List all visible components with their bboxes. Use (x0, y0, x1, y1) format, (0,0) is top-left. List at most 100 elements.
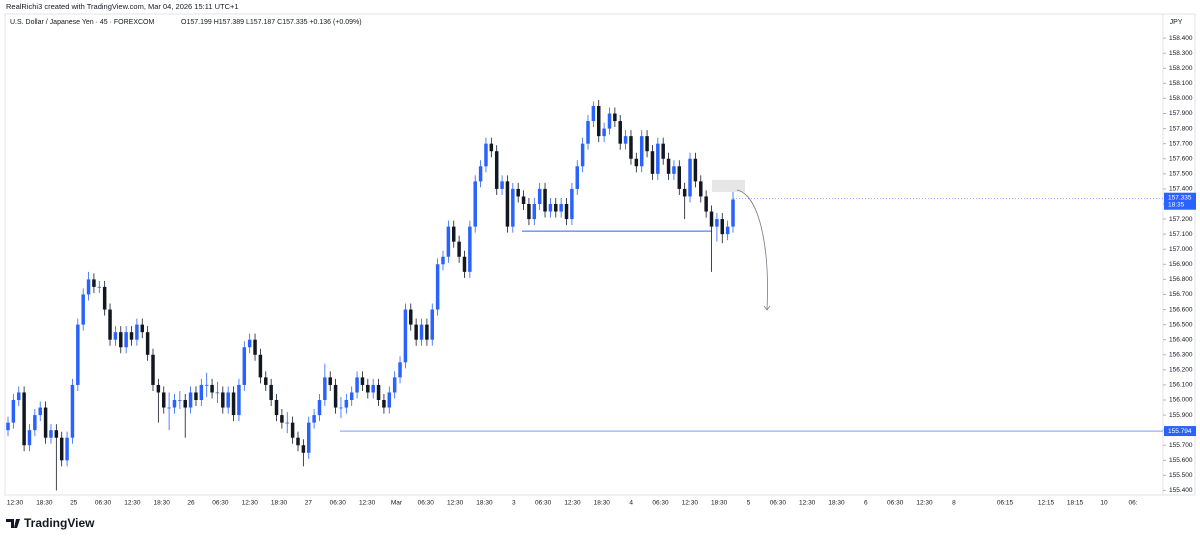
candle-body (409, 309, 413, 325)
candle-body (339, 407, 343, 409)
candle-body (682, 188, 687, 197)
candle-body (451, 226, 456, 242)
candle-body (709, 211, 714, 227)
candle-body (215, 392, 220, 394)
candle-body (65, 437, 69, 461)
y-tick-label: 158.300 (1169, 50, 1193, 57)
candle-body (494, 151, 499, 189)
brand-name: TradingView (24, 516, 95, 530)
candle-body (333, 384, 338, 408)
x-tick-label: 18:30 (711, 500, 728, 507)
y-tick-label: 158.400 (1169, 35, 1193, 42)
candle-body (76, 324, 80, 385)
candle-body (280, 415, 284, 423)
candle-body (92, 279, 96, 287)
marked-level-tag (1164, 426, 1196, 437)
x-tick-label: 06:15 (997, 500, 1014, 507)
candle-body (623, 136, 628, 144)
x-tick-label: 06:30 (652, 500, 669, 507)
candle-body (462, 256, 467, 272)
brand-logo (6, 519, 20, 528)
candle-body (382, 400, 386, 408)
candle-body (543, 188, 547, 212)
candle-body (102, 286, 107, 310)
candle-body (398, 362, 402, 378)
candle-body (290, 422, 295, 438)
candle-body (715, 219, 719, 227)
candle-body (580, 143, 585, 167)
candle-body (135, 324, 139, 340)
y-tick-label: 158.100 (1169, 80, 1193, 87)
countdown-label: 18:35 (1168, 201, 1185, 208)
candle-body (672, 166, 676, 174)
candle-body (301, 445, 306, 453)
candle-body (591, 105, 596, 122)
candle-body (33, 415, 37, 431)
candle-body (688, 158, 692, 197)
candle-body (371, 384, 375, 393)
candle-body (167, 407, 171, 409)
y-tick-label: 157.600 (1169, 155, 1193, 162)
candle-body (242, 347, 247, 385)
candle-body (720, 219, 725, 235)
candle-body (54, 430, 59, 438)
y-tick-label: 157.900 (1169, 110, 1193, 117)
x-tick-label: 18:30 (154, 500, 171, 507)
y-tick-label: 156.400 (1169, 336, 1193, 343)
candle-body (156, 384, 161, 393)
x-tick-label: 06:30 (418, 500, 435, 507)
x-tick-label: 4 (629, 500, 633, 507)
candle-body (607, 113, 612, 129)
candle-body (704, 196, 708, 212)
candle-body (226, 392, 230, 408)
y-tick-label: 158.200 (1169, 65, 1193, 72)
x-tick-label: 18:30 (594, 500, 611, 507)
candle-body (151, 354, 155, 385)
candle-body (258, 354, 263, 378)
candle-body (188, 392, 193, 408)
candle-body (269, 384, 273, 401)
candle-body (537, 188, 542, 204)
x-tick-label: 06:30 (887, 500, 904, 507)
candle-body (253, 339, 257, 355)
y-tick-label: 156.300 (1169, 351, 1193, 358)
x-tick-label: 8 (952, 500, 956, 507)
candle-body (27, 430, 32, 446)
candle-body (403, 309, 408, 363)
y-tick-label: 158.000 (1169, 95, 1193, 102)
y-tick-label: 155.500 (1169, 472, 1193, 479)
candle-body (81, 294, 85, 325)
candle-body (86, 279, 91, 295)
x-tick-label: 6 (864, 500, 868, 507)
candle-body (161, 392, 166, 408)
candle-body (725, 226, 730, 235)
candle-body (731, 199, 735, 227)
candle-body (113, 332, 118, 340)
candle-body (119, 332, 123, 348)
chart-frame (4, 13, 1196, 496)
x-tick-label: 5 (747, 500, 751, 507)
candle-body (613, 113, 617, 122)
last-price-label: 157.335 (1168, 194, 1192, 201)
candle-body (183, 400, 187, 408)
x-tick-label: 12:30 (799, 500, 816, 507)
y-tick-label: 155.400 (1169, 487, 1193, 494)
candle-body (264, 377, 268, 385)
candle-body (49, 430, 53, 438)
candle-body (355, 377, 359, 393)
x-tick-label: 12:30 (447, 500, 464, 507)
candle-body (210, 384, 214, 393)
candle-body (231, 392, 236, 416)
candle-body (43, 407, 48, 438)
y-tick-label: 157.100 (1169, 231, 1193, 238)
y-tick-label: 155.900 (1169, 412, 1193, 419)
candle-body (596, 105, 601, 137)
x-tick-label: 12:30 (359, 500, 376, 507)
candle-body (194, 392, 198, 401)
y-tick-label: 156.800 (1169, 276, 1193, 283)
candle-body (221, 392, 225, 408)
candle-body (366, 384, 370, 393)
x-tick-label: 18:30 (36, 500, 53, 507)
x-tick-label: 10 (1100, 500, 1108, 507)
